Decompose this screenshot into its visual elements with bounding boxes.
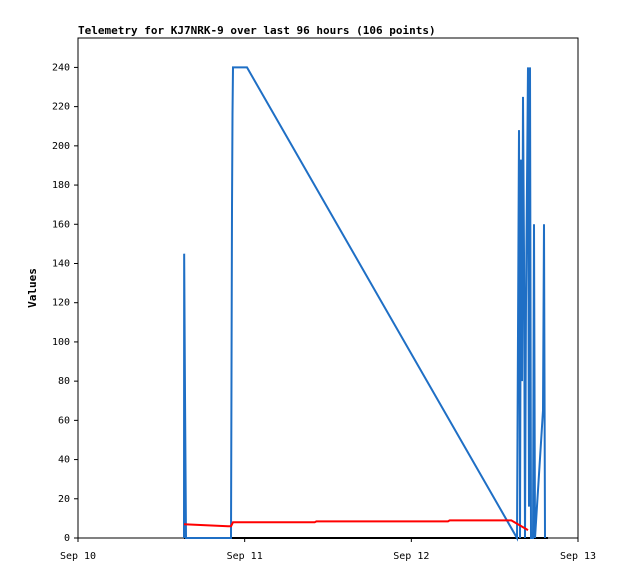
y-tick-label: 160 [52, 219, 70, 230]
y-tick-label: 0 [64, 533, 70, 544]
y-tick-label: 180 [52, 180, 70, 191]
data-line [183, 66, 546, 542]
y-tick-label: 220 [52, 102, 70, 113]
x-tick-label: Sep 10 [60, 551, 96, 562]
y-tick-label: 20 [58, 494, 70, 505]
y-tick-label: 120 [52, 298, 70, 309]
y-tick-label: 140 [52, 258, 70, 269]
chart-title: Telemetry for KJ7NRK-9 over last 96 hour… [78, 24, 436, 37]
y-tick-label: 100 [52, 337, 70, 348]
y-tick-label: 40 [58, 455, 70, 466]
x-tick-label: Sep 13 [560, 551, 596, 562]
plot-frame [77, 37, 579, 539]
y-tick-label: 60 [58, 415, 70, 426]
data-line [183, 519, 529, 532]
y-tick-label: 200 [52, 141, 70, 152]
y-tick-label: 240 [52, 62, 70, 73]
x-tick-label: Sep 11 [227, 551, 263, 562]
x-tick-label: Sep 12 [393, 551, 429, 562]
y-tick-label: 80 [58, 376, 70, 387]
y-axis-label: Values [26, 268, 39, 308]
